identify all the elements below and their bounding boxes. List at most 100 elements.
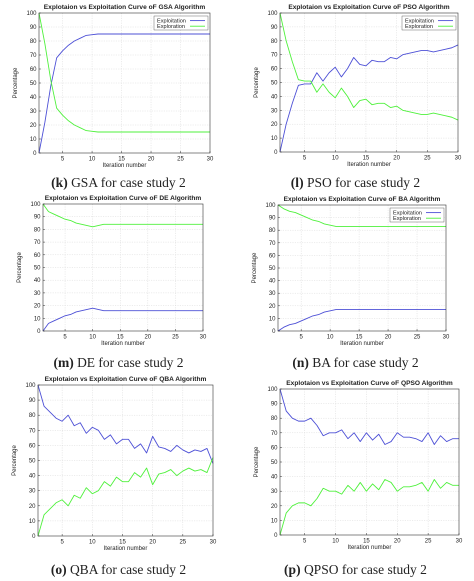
legend-label: Exploitation — [405, 19, 434, 25]
y-tick-label: 80 — [34, 227, 41, 233]
y-tick-label: 40 — [271, 94, 278, 100]
x-tick-label: 5 — [303, 156, 307, 162]
y-tick-label: 20 — [29, 504, 36, 510]
y-tick-label: 30 — [271, 489, 278, 495]
x-tick-label: 20 — [144, 335, 151, 341]
x-tick-label: 10 — [332, 156, 339, 162]
x-tick-label: 15 — [117, 335, 124, 341]
x-tick-label: 15 — [356, 335, 363, 341]
y-tick-label: 70 — [30, 53, 37, 59]
caption-text: GSA for case study 2 — [71, 175, 186, 190]
y-tick-label: 80 — [30, 39, 37, 45]
y-tick-label: 90 — [34, 215, 41, 221]
y-tick-label: 50 — [269, 266, 276, 272]
y-tick-label: 30 — [30, 109, 37, 115]
y-tick-label: 40 — [29, 474, 36, 480]
series-line-exploration — [279, 12, 459, 121]
series-line-exploration — [277, 204, 446, 227]
caption-gsa: kGSA for case study 2 — [0, 175, 237, 191]
legend-label: Exploitation — [157, 19, 186, 25]
y-tick-label: 50 — [29, 459, 36, 465]
x-tick-label: 25 — [425, 539, 432, 545]
caption-tag: o — [51, 562, 70, 577]
y-tick-label: 0 — [274, 150, 278, 156]
chart-title: Explotaion vs Exploitation Curve oF GSA … — [44, 4, 206, 11]
series-line-exploitation — [277, 309, 446, 332]
x-tick-label: 10 — [89, 335, 96, 341]
x-tick-label: 25 — [179, 540, 186, 546]
y-tick-label: 0 — [274, 533, 278, 539]
series-line-exploitation — [37, 384, 214, 464]
x-axis-label: Iteration number — [103, 163, 147, 169]
y-tick-label: 40 — [269, 279, 276, 285]
y-tick-label: 10 — [271, 136, 278, 142]
y-tick-label: 70 — [34, 240, 41, 246]
x-tick-label: 30 — [443, 335, 450, 341]
series-line-exploration — [42, 203, 203, 228]
y-axis-label: Percentage — [252, 252, 258, 283]
y-tick-label: 70 — [269, 241, 276, 247]
y-tick-label: 60 — [34, 253, 41, 259]
x-axis-label: Iteration number — [348, 545, 392, 551]
legend-label: Exploration — [157, 24, 185, 30]
y-tick-label: 60 — [271, 67, 278, 73]
panel-qpso: Explotaion vs Exploitation Curve oF QPSO… — [254, 380, 463, 551]
caption-tag: p — [284, 562, 304, 577]
y-tick-label: 40 — [30, 95, 37, 101]
y-tick-label: 100 — [26, 11, 37, 17]
x-axis-label: Iteration number — [104, 546, 148, 552]
caption-de: mDE for case study 2 — [0, 355, 237, 371]
y-tick-label: 40 — [34, 278, 41, 284]
y-tick-label: 100 — [30, 202, 41, 208]
series-line-exploitation — [279, 388, 459, 445]
series-line-exploitation — [38, 33, 210, 154]
caption-tag: k — [51, 175, 71, 190]
y-tick-label: 90 — [271, 402, 278, 408]
y-tick-label: 20 — [34, 304, 41, 310]
y-tick-label: 70 — [29, 428, 36, 434]
y-tick-label: 50 — [271, 460, 278, 466]
x-tick-label: 5 — [60, 540, 64, 546]
y-tick-label: 60 — [271, 445, 278, 451]
caption-tag: m — [53, 355, 77, 370]
x-tick-label: 25 — [172, 335, 179, 341]
x-tick-label: 25 — [414, 335, 421, 341]
y-tick-label: 90 — [30, 25, 37, 31]
x-tick-label: 20 — [394, 539, 401, 545]
y-axis-label: Percentage — [12, 445, 18, 476]
y-tick-label: 70 — [271, 431, 278, 437]
x-tick-label: 10 — [332, 539, 339, 545]
caption-text: PSO for case study 2 — [306, 175, 421, 190]
caption-text: BA for case study 2 — [312, 355, 419, 370]
x-tick-label: 30 — [210, 540, 217, 546]
panel-gsa: Explotaion vs Exploitation Curve oF GSA … — [13, 4, 214, 169]
y-axis-label: Percentage — [254, 446, 260, 477]
caption-qpso: pQPSO for case study 2 — [237, 562, 474, 578]
y-tick-label: 100 — [25, 383, 36, 389]
series-line-exploitation — [42, 307, 203, 332]
y-tick-label: 80 — [269, 228, 276, 234]
legend-label: Exploration — [405, 24, 433, 30]
y-tick-label: 80 — [271, 39, 278, 45]
y-tick-label: 100 — [265, 203, 276, 209]
y-axis-label: Percentage — [254, 67, 260, 98]
y-tick-label: 90 — [271, 25, 278, 31]
chart-title: Explotaion vs Exploitation Curve oF QBA … — [45, 376, 207, 383]
y-tick-label: 60 — [30, 67, 37, 73]
caption-text: QPSO for case study 2 — [303, 562, 427, 577]
y-tick-label: 20 — [269, 304, 276, 310]
x-tick-label: 20 — [385, 335, 392, 341]
x-tick-label: 30 — [455, 156, 462, 162]
x-axis-label: Iteration number — [340, 341, 384, 347]
caption-qba: oQBA for case study 2 — [0, 562, 237, 578]
series-line-exploration — [38, 12, 210, 133]
y-tick-label: 70 — [271, 53, 278, 59]
x-tick-label: 15 — [363, 156, 370, 162]
y-tick-label: 30 — [29, 489, 36, 495]
caption-tag: l — [291, 175, 307, 190]
y-tick-label: 10 — [271, 518, 278, 524]
y-tick-label: 10 — [269, 316, 276, 322]
y-tick-label: 30 — [269, 291, 276, 297]
y-tick-label: 0 — [37, 329, 41, 335]
